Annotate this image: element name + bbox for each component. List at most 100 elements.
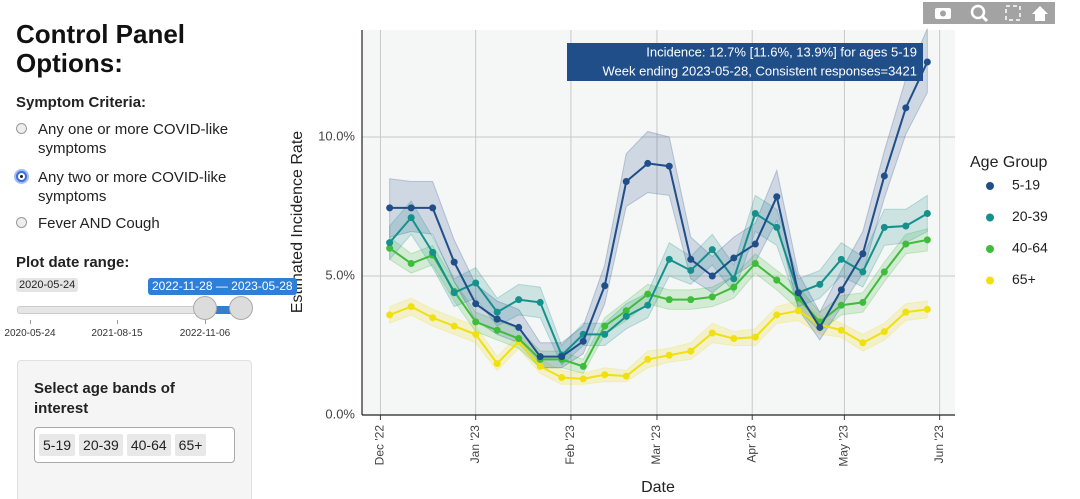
legend-label: 5-19 xyxy=(1012,177,1040,193)
series-line xyxy=(389,305,928,380)
data-point xyxy=(579,362,587,370)
series-line xyxy=(389,61,929,358)
data-point xyxy=(622,177,630,185)
age-chip[interactable]: 5-19 xyxy=(39,434,76,456)
control-panel: Control Panel Options: Symptom Criteria:… xyxy=(0,0,300,499)
data-point xyxy=(644,290,652,298)
slider-handle[interactable] xyxy=(229,296,253,320)
data-point xyxy=(407,204,415,212)
data-point xyxy=(773,223,781,231)
data-point xyxy=(601,371,609,379)
radio-label: Any two or more COVID-like symptoms xyxy=(38,169,227,205)
slider-tick-label: 2022-11-06 xyxy=(179,328,231,339)
legend-marker xyxy=(986,276,994,285)
legend-label: 65+ xyxy=(1012,271,1036,287)
data-point xyxy=(773,311,781,319)
data-point xyxy=(407,260,415,268)
data-point xyxy=(601,282,609,290)
data-point xyxy=(708,272,716,280)
legend-marker xyxy=(986,213,994,222)
radio-option[interactable]: Fever AND Cough xyxy=(16,214,246,233)
data-point xyxy=(902,240,910,248)
radio[interactable] xyxy=(16,171,27,182)
data-point xyxy=(816,323,824,331)
data-point xyxy=(837,286,845,294)
age-chip[interactable]: 20-39 xyxy=(79,434,123,456)
slider-selection xyxy=(205,306,241,314)
radio[interactable] xyxy=(16,123,27,134)
zoom-icon[interactable] xyxy=(970,4,986,20)
data-point xyxy=(472,330,480,338)
data-point xyxy=(880,268,888,276)
toolbar xyxy=(923,2,1055,24)
data-point xyxy=(386,311,394,319)
series-line xyxy=(389,238,928,368)
x-tick-label: Apr '23 xyxy=(744,425,758,463)
data-point xyxy=(450,289,458,297)
home-icon[interactable] xyxy=(1032,6,1048,21)
x-tick-label: Feb '23 xyxy=(563,425,577,465)
date-range-label: Plot date range: xyxy=(16,254,130,271)
panel-title: Control Panel Options: xyxy=(16,19,186,78)
x-tick-label: Mar '23 xyxy=(649,425,663,465)
data-point xyxy=(837,255,845,263)
data-point xyxy=(579,375,587,383)
data-point xyxy=(536,353,544,361)
legend-marker xyxy=(986,182,994,190)
legend-marker xyxy=(986,245,994,253)
data-point xyxy=(880,223,888,231)
data-point xyxy=(601,322,609,330)
chart: Estimated Incidence Rate Date Age Group … xyxy=(289,2,1055,496)
data-point xyxy=(515,296,523,304)
confidence-band xyxy=(389,228,928,374)
radio[interactable] xyxy=(16,217,27,228)
data-point xyxy=(730,275,738,283)
radio-option[interactable]: Any one or more COVID-like symptoms xyxy=(16,120,246,158)
slider-tick-label: 2021-08-15 xyxy=(91,328,143,339)
data-point xyxy=(579,337,587,345)
radio-label: Any one or more COVID-like symptoms xyxy=(38,121,229,157)
slider-tick xyxy=(30,320,31,324)
data-point xyxy=(493,326,501,334)
radio-label: Fever AND Cough xyxy=(38,215,160,232)
data-point xyxy=(880,328,888,336)
toolbar-background xyxy=(923,2,1055,24)
age-chip[interactable]: 65+ xyxy=(174,434,207,456)
data-point xyxy=(923,209,931,217)
data-point xyxy=(450,322,458,330)
data-point xyxy=(493,360,501,368)
data-point xyxy=(687,266,695,274)
data-point xyxy=(601,330,609,338)
data-point xyxy=(386,239,394,247)
radio-option[interactable]: Any two or more COVID-like symptoms xyxy=(16,168,246,206)
plot-background xyxy=(362,30,955,415)
data-point xyxy=(730,283,738,291)
age-select[interactable]: 5-19 20-39 40-64 65+ xyxy=(34,427,235,463)
data-point xyxy=(644,159,652,167)
data-point xyxy=(923,305,931,313)
slider-tick xyxy=(117,320,118,324)
data-point xyxy=(558,353,566,361)
slider-handle[interactable] xyxy=(193,296,217,320)
x-tick-label: May '23 xyxy=(837,425,851,467)
slider-tick-label: 2020-05-24 xyxy=(4,328,56,339)
data-point xyxy=(665,255,673,263)
tooltip-text: Week ending 2023-05-28, Consistent respo… xyxy=(602,63,917,78)
symptom-label: Symptom Criteria: xyxy=(16,94,147,111)
data-point xyxy=(472,279,480,287)
y-tick-label: 10.0% xyxy=(318,128,355,143)
data-point xyxy=(450,258,458,266)
data-point xyxy=(665,162,673,170)
data-point xyxy=(773,193,781,201)
data-point xyxy=(687,347,695,355)
age-chip[interactable]: 40-64 xyxy=(126,434,171,456)
camera-lens xyxy=(940,10,946,17)
autoscale-icon[interactable] xyxy=(1005,5,1021,21)
data-point xyxy=(859,250,867,258)
data-point xyxy=(794,289,802,297)
data-point xyxy=(407,214,415,222)
zoom-handle xyxy=(980,14,989,23)
data-point xyxy=(536,298,544,306)
data-point xyxy=(687,296,695,304)
